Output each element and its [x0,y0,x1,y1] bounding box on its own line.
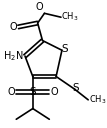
Text: S: S [29,87,36,97]
Text: O: O [10,22,17,32]
Text: O: O [36,2,43,12]
Text: O: O [50,87,58,97]
Text: H$_2$N: H$_2$N [3,49,23,63]
Text: CH$_3$: CH$_3$ [61,11,79,23]
Text: S: S [72,83,79,93]
Text: CH$_3$: CH$_3$ [89,94,106,106]
Text: O: O [8,87,15,97]
Text: S: S [62,44,68,54]
